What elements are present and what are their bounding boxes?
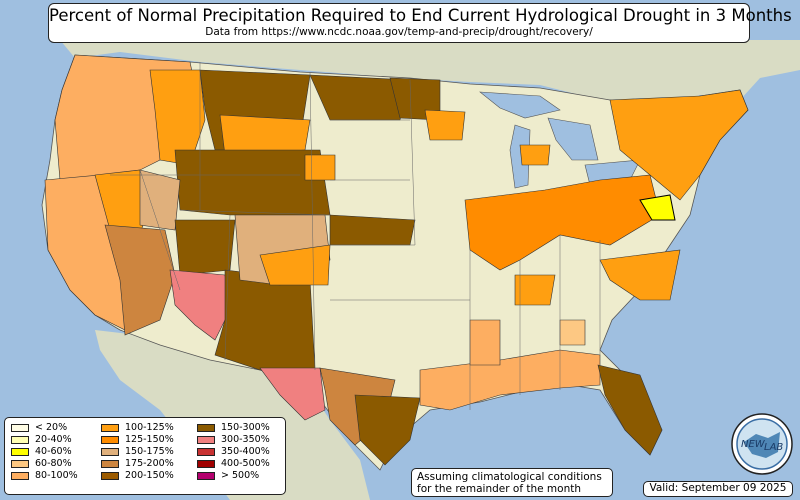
legend-swatch (101, 436, 119, 444)
logo-text-b: LAB (764, 442, 783, 453)
legend-swatch (197, 424, 215, 432)
state-borders (110, 62, 601, 410)
legend-item: 400-500% (197, 458, 270, 470)
legend-column-3: 150-300% 300-350% 350-400% 400-500% > 500% (197, 422, 270, 482)
region-michigan (519, 144, 551, 166)
region-wisconsin (424, 109, 466, 141)
note-line-1: Assuming climatological conditions (417, 471, 602, 483)
region-alabama-tan (559, 319, 586, 346)
legend-label: 200-150% (125, 470, 174, 481)
map-subtitle: Data from https://www.ncdc.noaa.gov/temp… (205, 26, 593, 38)
legend-swatch (197, 448, 215, 456)
region-utah-tan (139, 169, 181, 231)
region-colorado-orange (259, 244, 331, 286)
legend-swatch (11, 460, 29, 468)
legend-swatch (101, 460, 119, 468)
legend-item: 20-40% (11, 434, 78, 446)
region-great-basin (104, 224, 176, 336)
logo-text-a: NEW (741, 439, 766, 450)
legend-label: 350-400% (221, 446, 270, 457)
region-west-texas (259, 367, 326, 421)
legend-label: 20-40% (35, 434, 72, 445)
legend-item: < 20% (11, 422, 78, 434)
region-mississippi (469, 319, 501, 366)
legend-swatch (11, 448, 29, 456)
legend-item: 150-300% (197, 422, 270, 434)
legend-swatch (11, 436, 29, 444)
legend-item: 60-80% (11, 458, 78, 470)
legend-item: 40-60% (11, 446, 78, 458)
region-wyoming (219, 114, 311, 156)
region-tennessee (514, 274, 556, 306)
legend-label: 400-500% (221, 458, 270, 469)
legend-swatch (11, 424, 29, 432)
legend-swatch (101, 472, 119, 480)
legend-label: < 20% (35, 422, 68, 433)
legend-swatch (101, 448, 119, 456)
legend-label: 125-150% (125, 434, 174, 445)
region-midwest (464, 174, 661, 271)
legend-swatch (197, 472, 215, 480)
region-arizona-east (174, 219, 236, 276)
legend: < 20% 20-40% 40-60% 60-80% 80-100% 100-125% 1… (4, 417, 286, 495)
title-box: Percent of Normal Precipitation Required… (48, 3, 792, 43)
assumption-note: Assuming climatological conditions for t… (411, 468, 613, 497)
legend-item: > 500% (197, 470, 270, 482)
legend-label: 60-80% (35, 458, 72, 469)
region-carolinas (599, 249, 681, 301)
legend-item: 300-350% (197, 434, 270, 446)
legend-item: 125-150% (101, 434, 174, 446)
legend-column-2: 100-125% 125-150% 150-175% 175-200% 200-150% (101, 422, 174, 482)
legend-label: 150-175% (125, 446, 174, 457)
legend-item: 150-175% (101, 446, 174, 458)
legend-label: 100-125% (125, 422, 174, 433)
legend-label: 80-100% (35, 470, 78, 481)
map-title: Percent of Normal Precipitation Required… (49, 6, 792, 25)
region-florida (597, 364, 663, 456)
legend-label: > 500% (221, 470, 260, 481)
region-nebraska-orange (304, 154, 336, 181)
legend-item: 350-400% (197, 446, 270, 458)
region-mid-atlantic (639, 194, 676, 221)
region-texas-coast (354, 394, 421, 466)
legend-swatch (101, 424, 119, 432)
mexico-land (95, 330, 370, 500)
legend-swatch (197, 460, 215, 468)
note-line-2: for the remainder of the month (417, 483, 582, 495)
legend-item: 175-200% (101, 458, 174, 470)
legend-swatch (11, 472, 29, 480)
legend-label: 40-60% (35, 446, 72, 457)
legend-label: 300-350% (221, 434, 270, 445)
region-northeast (609, 89, 749, 201)
legend-label: 175-200% (125, 458, 174, 469)
legend-item: 100-125% (101, 422, 174, 434)
region-kansas (329, 214, 416, 246)
legend-item: 80-100% (11, 470, 78, 482)
globe-logo-icon: NEW LAB (731, 413, 793, 475)
legend-label: 150-300% (221, 422, 270, 433)
region-gulf-coast (419, 349, 601, 411)
legend-swatch (197, 436, 215, 444)
legend-item: 200-150% (101, 470, 174, 482)
valid-date: Valid: September 09 2025 (643, 481, 793, 497)
canada-land (60, 40, 800, 110)
legend-column-1: < 20% 20-40% 40-60% 60-80% 80-100% (11, 422, 78, 482)
